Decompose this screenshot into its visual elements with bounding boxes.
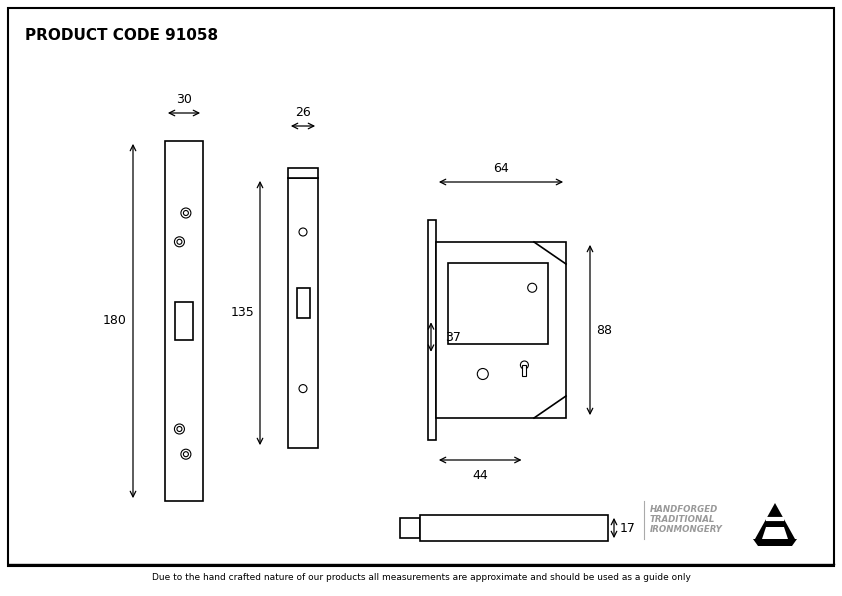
Circle shape [528, 283, 536, 292]
Circle shape [181, 449, 191, 459]
Circle shape [184, 452, 189, 457]
Circle shape [520, 361, 529, 369]
Circle shape [177, 427, 182, 432]
Bar [175, 302, 193, 340]
Polygon shape [753, 539, 797, 546]
Bar [288, 178, 318, 448]
Text: Due to the hand crafted nature of our products all measurements are approximate : Due to the hand crafted nature of our pr… [152, 573, 690, 582]
Bar [288, 168, 318, 178]
Text: 17: 17 [620, 522, 636, 535]
Bar [420, 515, 608, 541]
Circle shape [299, 228, 307, 236]
Text: 135: 135 [230, 306, 254, 319]
Bar [428, 220, 436, 440]
Circle shape [184, 210, 189, 216]
Bar [165, 141, 203, 501]
Text: HANDFORGED: HANDFORGED [650, 504, 718, 514]
Bar [448, 263, 548, 344]
Bar [296, 288, 310, 318]
Circle shape [174, 424, 184, 434]
Bar [522, 365, 526, 376]
Text: 180: 180 [103, 315, 127, 327]
Circle shape [299, 384, 307, 393]
Circle shape [477, 368, 488, 380]
Text: 26: 26 [296, 106, 311, 119]
Text: IRONMONGERY: IRONMONGERY [650, 524, 723, 533]
Text: 64: 64 [493, 162, 509, 175]
Text: PRODUCT CODE 91058: PRODUCT CODE 91058 [25, 28, 218, 43]
Circle shape [177, 240, 182, 244]
Bar [436, 242, 566, 418]
Bar [400, 518, 420, 538]
Circle shape [174, 237, 184, 247]
Text: 37: 37 [445, 331, 461, 343]
Polygon shape [755, 503, 795, 539]
Circle shape [181, 208, 191, 218]
Text: TRADITIONAL: TRADITIONAL [650, 514, 716, 523]
Text: 30: 30 [176, 93, 192, 106]
Text: 88: 88 [596, 324, 612, 337]
Text: 44: 44 [472, 469, 488, 482]
